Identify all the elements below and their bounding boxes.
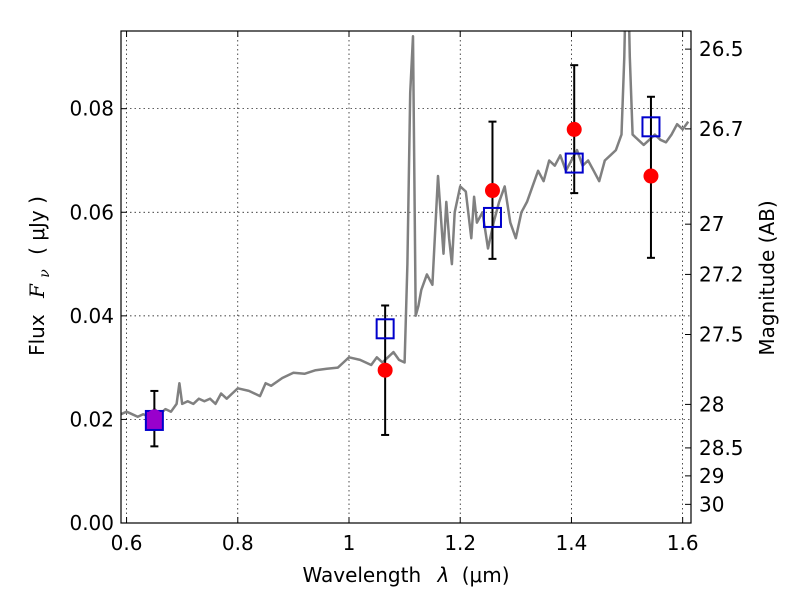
y2-tick-label: 28 [699,392,724,416]
x-tick-label: 1.6 [667,531,699,555]
model-points [144,116,661,431]
y2-tick-label: 27 [699,212,724,236]
observed-point [643,168,659,184]
y2-tick-label: 26.5 [699,37,744,61]
y2-tick-label: 27.2 [699,262,744,286]
x-tick-label: 0.6 [111,531,143,555]
y2-tick-label: 27.5 [699,322,744,346]
x-tick-label: 1.4 [556,531,588,555]
y-axis-title-main: Flux [25,314,49,356]
model-spectrum-line [121,31,690,419]
y2-tick-label: 30 [699,492,724,516]
y2-axis-title: Magnitude (AB) [755,200,779,355]
observed-point [566,121,582,137]
y2-tick-label: 28.5 [699,436,744,460]
y-axis-title: Flux F ν ( μJy ) [25,196,54,356]
y-tick-label: 0.04 [69,304,114,328]
model-point-box [482,206,502,228]
y-axis-title-unit: ( μJy ) [25,196,49,255]
x-axis-title-symbol: λ [437,563,450,587]
y-tick-label: 0.02 [69,407,114,431]
plot-frame [120,30,692,524]
x-tick-label: 1.2 [444,531,476,555]
model-point-box [564,152,584,174]
model-point-box [375,318,395,340]
y2-tick-label: 29 [699,464,724,488]
observed-points [146,121,659,425]
y-axis-title-symbol: F [25,283,49,299]
y-tick-label: 0.00 [69,511,114,535]
tick-labels: 0.6 0.8 1 1.2 1.4 1.6 0.00 0.02 0.04 0.06 0.08 26.5… [69,37,743,555]
y-axis-title-sub: ν [37,269,53,278]
observed-point [146,409,162,425]
model-spectrum [121,31,690,419]
x-tick-label: 1 [343,531,356,555]
x-tick-label: 0.8 [222,531,254,555]
observed-point [377,362,393,378]
y-tick-label: 0.08 [69,97,114,121]
y2-tick-label: 26.7 [699,117,744,141]
observed-point [484,183,500,199]
y-tick-label: 0.06 [69,200,114,224]
x-axis-title: Wavelength λ (μm) [302,563,509,587]
model-point-box [641,116,661,138]
x-axis-title-unit: (μm) [462,563,510,587]
error-bars [150,64,655,448]
x-axis-title-main: Wavelength [302,563,421,587]
axis-ticks [121,31,691,524]
